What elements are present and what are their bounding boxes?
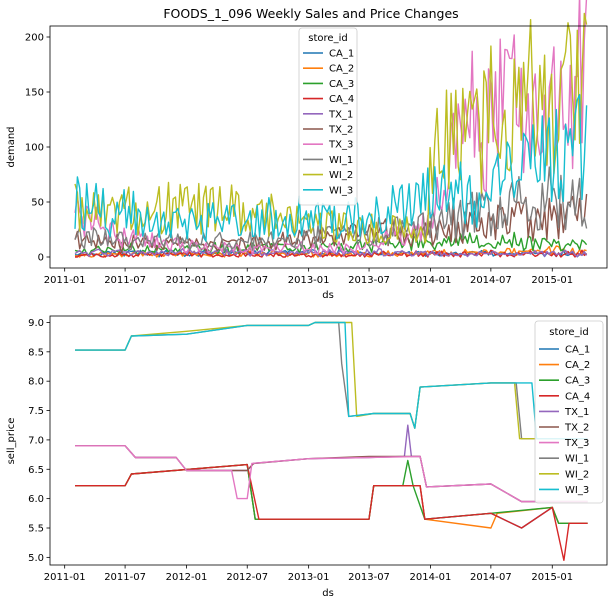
legend-label: WI_3 xyxy=(329,185,353,196)
price-plot-frame xyxy=(49,315,608,566)
x-tick-label: 2015-01 xyxy=(531,275,573,286)
legend-label: CA_3 xyxy=(329,79,354,90)
demand-y-axis-label: demand xyxy=(6,126,17,167)
series-line-tx-3 xyxy=(75,445,588,503)
x-tick-label: 2011-01 xyxy=(44,572,86,583)
legend-label: CA_4 xyxy=(565,391,590,402)
legend-label: CA_1 xyxy=(565,345,590,356)
legend-label: WI_1 xyxy=(329,155,353,166)
y-tick-label: 6.5 xyxy=(28,465,44,476)
y-tick-label: 0 xyxy=(38,253,44,264)
x-tick-label: 2011-07 xyxy=(104,572,146,583)
x-tick-label: 2011-01 xyxy=(44,275,86,286)
series-line-ca-4 xyxy=(75,463,588,561)
y-tick-label: 6.0 xyxy=(28,494,44,505)
x-tick-label: 2014-07 xyxy=(470,275,512,286)
demand-chart: FOODS_1_096 Weekly Sales and Price Chang… xyxy=(6,0,608,301)
x-tick-label: 2014-07 xyxy=(470,572,512,583)
legend-label: TX_2 xyxy=(564,423,589,434)
y-tick-label: 7.0 xyxy=(28,435,44,446)
legend-label: TX_3 xyxy=(328,140,353,151)
y-tick-label: 150 xyxy=(25,88,44,99)
legend-label: CA_1 xyxy=(329,49,354,60)
legend-label: CA_3 xyxy=(565,376,590,387)
price-y-axis-label: sell_price xyxy=(6,418,17,465)
series-line-tx-1 xyxy=(74,247,588,258)
legend-label: TX_3 xyxy=(564,438,589,449)
price-series-lines xyxy=(75,321,588,561)
x-tick-label: 2013-01 xyxy=(288,572,330,583)
demand-legend-box xyxy=(298,27,358,206)
x-tick-label: 2014-01 xyxy=(410,572,452,583)
legend-label: WI_2 xyxy=(565,469,589,480)
x-tick-label: 2012-01 xyxy=(166,572,208,583)
demand-y-axis-ticks: 0 50 100 150 200 xyxy=(25,33,50,264)
x-tick-label: 2014-01 xyxy=(410,275,452,286)
series-line-wi-3 xyxy=(75,321,588,440)
demand-legend-title: store_id xyxy=(308,33,347,44)
demand-legend: store_id CA_1 CA_2 CA_3 CA_4 TX_1 TX_2 TX_3 WI_… xyxy=(298,27,358,206)
y-tick-label: 5.0 xyxy=(28,553,44,564)
price-y-axis-ticks: 5.0 5.5 6.0 6.5 7.0 7.5 8.0 8.5 9.0 xyxy=(28,318,50,564)
legend-label: CA_2 xyxy=(565,360,590,371)
y-tick-label: 100 xyxy=(25,143,44,154)
x-tick-label: 2013-01 xyxy=(288,275,330,286)
x-tick-label: 2013-07 xyxy=(348,275,390,286)
y-tick-label: 200 xyxy=(25,33,44,44)
x-tick-label: 2012-01 xyxy=(166,275,208,286)
series-line-wi-1 xyxy=(74,166,588,252)
price-legend-title: store_id xyxy=(549,327,588,338)
legend-label: TX_2 xyxy=(328,125,353,136)
price-legend: store_id CA_1 CA_2 CA_3 CA_4 TX_1 TX_2 TX_3 WI_… xyxy=(534,320,604,504)
y-tick-label: 8.0 xyxy=(28,377,44,388)
x-tick-label: 2015-01 xyxy=(531,572,573,583)
demand-x-axis-label: ds xyxy=(322,290,334,301)
series-line-ca-4 xyxy=(75,249,588,258)
series-line-wi-3 xyxy=(74,93,588,242)
legend-label: WI_3 xyxy=(565,485,589,496)
series-line-tx-3 xyxy=(74,0,588,256)
legend-label: TX_1 xyxy=(328,109,353,120)
x-tick-label: 2012-07 xyxy=(226,275,268,286)
demand-legend-items: CA_1 CA_2 CA_3 CA_4 TX_1 TX_2 TX_3 WI_1 WI_2 WI_3 xyxy=(303,49,354,196)
legend-label: CA_2 xyxy=(329,64,354,75)
price-legend-items: CA_1 CA_2 CA_3 CA_4 TX_1 TX_2 TX_3 WI_1 WI_2 WI_3 xyxy=(539,345,590,496)
x-tick-label: 2012-07 xyxy=(226,572,268,583)
price-x-axis-label: ds xyxy=(322,588,334,599)
price-chart: 2011-01 2011-07 2012-01 2012-07 2013-01 2013-… xyxy=(6,315,608,599)
x-tick-label: 2011-07 xyxy=(104,275,146,286)
legend-label: TX_1 xyxy=(564,407,589,418)
demand-series-lines xyxy=(74,0,588,258)
legend-label: CA_4 xyxy=(329,94,354,105)
legend-label: WI_1 xyxy=(565,454,589,465)
x-tick-label: 2013-07 xyxy=(348,572,390,583)
y-tick-label: 9.0 xyxy=(28,318,44,329)
y-tick-label: 7.5 xyxy=(28,406,44,417)
legend-label: WI_2 xyxy=(329,170,353,181)
y-tick-label: 5.5 xyxy=(28,524,44,535)
demand-chart-title: FOODS_1_096 Weekly Sales and Price Chang… xyxy=(163,6,458,21)
y-tick-label: 8.5 xyxy=(28,347,44,358)
demand-x-axis-ticks: 2011-01 2011-07 2012-01 2012-07 2013-01 2013-… xyxy=(44,268,573,286)
price-x-axis-ticks: 2011-01 2011-07 2012-01 2012-07 2013-01 2013-… xyxy=(44,565,573,583)
y-tick-label: 50 xyxy=(31,198,44,209)
